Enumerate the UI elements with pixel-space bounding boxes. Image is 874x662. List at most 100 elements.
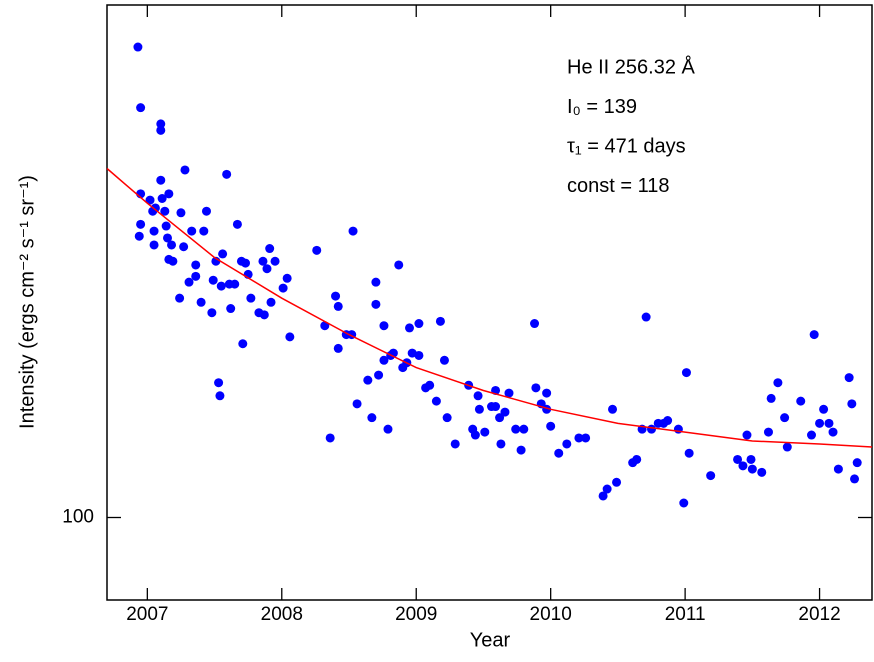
- data-point: [238, 339, 248, 349]
- data-point: [156, 175, 166, 185]
- data-point: [371, 299, 381, 309]
- data-point: [473, 391, 483, 401]
- data-point: [495, 413, 505, 423]
- data-point: [581, 433, 591, 443]
- data-point: [163, 233, 173, 243]
- data-point: [850, 474, 860, 484]
- data-point: [348, 226, 358, 236]
- y-axis-label: Intensity (ergs cm⁻² s⁻¹ sr⁻¹): [16, 175, 38, 429]
- x-tick-label: 2007: [126, 604, 168, 625]
- data-point: [780, 413, 790, 423]
- annotation: τ₁ = 471 days: [567, 135, 686, 157]
- data-point: [562, 439, 572, 449]
- data-point: [363, 375, 373, 385]
- data-point: [352, 399, 362, 409]
- data-point: [847, 399, 857, 409]
- data-point: [222, 169, 232, 179]
- data-point: [216, 281, 226, 291]
- data-point: [167, 240, 177, 250]
- data-point: [215, 391, 225, 401]
- x-tick-label: 2009: [395, 604, 437, 625]
- data-point: [240, 258, 250, 268]
- data-point: [379, 355, 389, 365]
- data-point: [833, 464, 843, 474]
- data-point: [747, 464, 757, 474]
- data-point: [809, 330, 819, 340]
- data-point: [161, 221, 171, 231]
- data-point: [546, 421, 556, 431]
- data-point: [136, 219, 146, 229]
- x-axis-label: Year: [470, 629, 511, 651]
- data-point: [278, 283, 288, 293]
- data-point: [733, 454, 743, 464]
- data-point: [262, 264, 272, 274]
- data-point: [214, 378, 224, 388]
- data-point: [757, 467, 767, 477]
- data-point: [782, 442, 792, 452]
- data-point: [160, 206, 170, 216]
- data-point: [156, 125, 166, 135]
- data-point: [824, 418, 834, 428]
- data-point: [331, 291, 341, 301]
- plot-frame: [106, 4, 873, 601]
- data-point: [258, 256, 268, 266]
- data-point: [766, 393, 776, 403]
- data-point: [180, 165, 190, 175]
- data-point: [133, 42, 143, 52]
- data-point: [844, 373, 854, 383]
- data-point: [474, 404, 484, 414]
- data-point: [516, 445, 526, 455]
- x-tick-label: 2011: [665, 604, 706, 625]
- data-point: [149, 226, 159, 236]
- y-tick-label: 100: [62, 507, 94, 528]
- data-point: [608, 404, 618, 414]
- data-point: [602, 484, 612, 494]
- data-point: [815, 418, 825, 428]
- data-point: [641, 312, 651, 322]
- data-point: [367, 413, 377, 423]
- annotation: He II 256.32 Å: [567, 55, 696, 78]
- data-point: [414, 319, 424, 329]
- data-point: [199, 226, 209, 236]
- data-point: [218, 249, 228, 259]
- data-point: [806, 430, 816, 440]
- annotation: const = 118: [567, 175, 669, 197]
- data-point: [157, 193, 167, 203]
- x-tick-label: 2008: [261, 604, 303, 625]
- data-point: [796, 396, 806, 406]
- data-point: [663, 416, 673, 426]
- data-point: [379, 321, 389, 331]
- data-point: [187, 226, 197, 236]
- data-point: [554, 448, 564, 458]
- data-point: [265, 244, 275, 254]
- data-point: [230, 279, 240, 289]
- data-point: [285, 332, 295, 342]
- data-point: [175, 293, 185, 303]
- data-point: [531, 383, 541, 393]
- data-point: [828, 427, 838, 437]
- data-point: [371, 277, 381, 287]
- data-point: [574, 433, 584, 443]
- data-point: [184, 277, 194, 287]
- data-point: [738, 461, 748, 471]
- data-point: [266, 297, 276, 307]
- data-point: [612, 477, 622, 487]
- annotation: I₀ = 139: [567, 96, 637, 118]
- data-point: [191, 271, 201, 281]
- data-point: [325, 433, 335, 443]
- data-point: [435, 316, 445, 326]
- data-point: [442, 413, 452, 423]
- data-point: [431, 396, 441, 406]
- data-point: [542, 388, 552, 398]
- data-point: [439, 355, 449, 365]
- data-point: [208, 275, 218, 285]
- data-point: [414, 350, 424, 360]
- data-point: [679, 498, 689, 508]
- data-point: [333, 343, 343, 353]
- data-point: [282, 273, 292, 283]
- data-point: [191, 260, 201, 270]
- data-point: [530, 319, 540, 329]
- data-point: [374, 370, 384, 380]
- x-tick-label: 2012: [798, 604, 840, 625]
